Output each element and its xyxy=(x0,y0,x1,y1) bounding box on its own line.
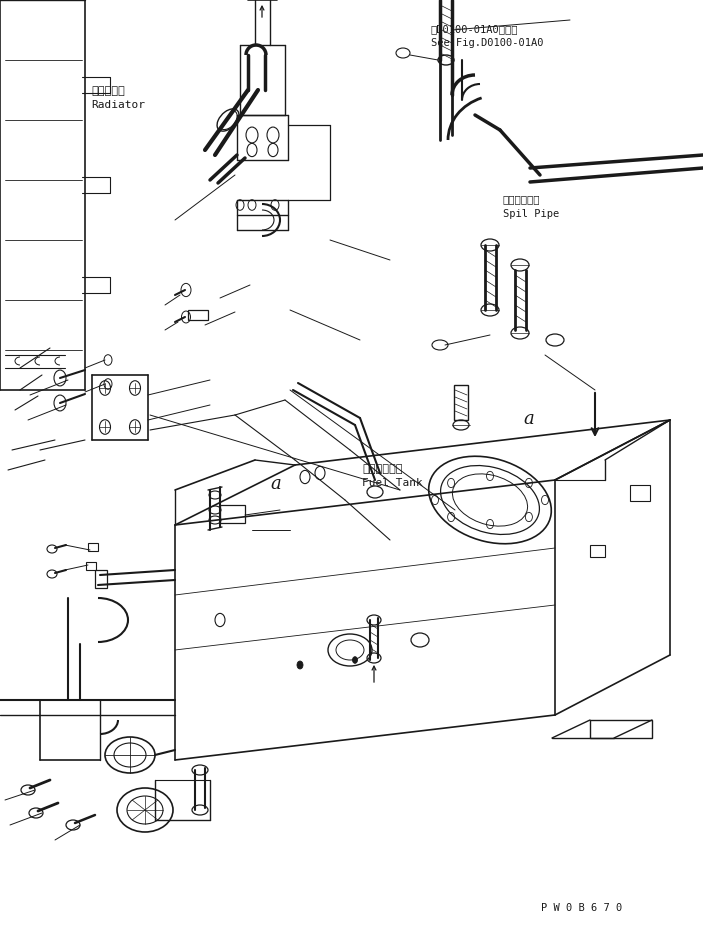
Bar xyxy=(95,570,107,588)
Circle shape xyxy=(352,657,358,663)
Bar xyxy=(86,562,96,570)
Bar xyxy=(220,505,245,523)
Bar xyxy=(454,385,468,420)
Text: フェルタンク: フェルタンク xyxy=(362,464,403,474)
Text: See Fig.D0100-01A0: See Fig.D0100-01A0 xyxy=(431,38,543,48)
Text: Radiator: Radiator xyxy=(91,100,146,110)
Text: 第D0100-01A0図参照: 第D0100-01A0図参照 xyxy=(431,24,518,34)
Text: a: a xyxy=(524,410,534,428)
Bar xyxy=(590,720,652,738)
Circle shape xyxy=(297,661,303,669)
Bar xyxy=(88,543,98,551)
Text: P W 0 B 6 7 0: P W 0 B 6 7 0 xyxy=(541,903,623,913)
Bar xyxy=(188,310,208,320)
Bar xyxy=(590,545,605,557)
Bar xyxy=(630,485,650,501)
Text: スビルパイプ: スビルパイプ xyxy=(503,194,540,205)
Text: Spil Pipe: Spil Pipe xyxy=(503,208,559,219)
Text: Fuel Tank: Fuel Tank xyxy=(362,478,423,488)
Text: ラジエータ: ラジエータ xyxy=(91,86,125,96)
Text: a: a xyxy=(271,475,281,493)
